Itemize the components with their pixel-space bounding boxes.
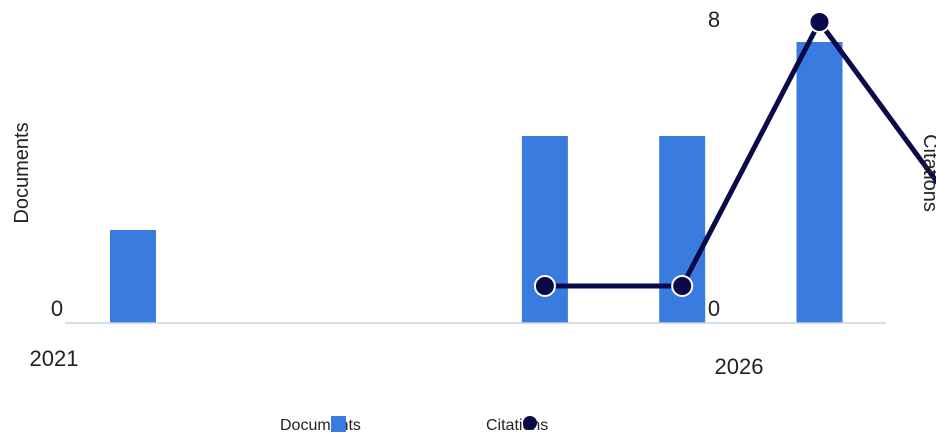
citations-dot-icon — [523, 416, 537, 430]
legend-label-citations: Citations — [486, 417, 549, 434]
documents-bar-2026 — [796, 42, 843, 323]
citations-point-2025 — [671, 275, 694, 297]
documents-bars — [110, 42, 843, 323]
x-axis-tick-2021: 2021 — [30, 346, 79, 371]
citations-line — [544, 19, 936, 289]
documents-bar-2021 — [110, 230, 156, 323]
citations-point-2026 — [808, 11, 831, 33]
left-axis-title: Documents — [11, 122, 33, 223]
documents-swatch-icon — [331, 416, 346, 432]
left-axis-tick-0: 0 — [51, 296, 63, 321]
legend-label-documents: Documents — [280, 417, 361, 434]
citations-line-layer — [533, 11, 936, 297]
right-axis-tick-8: 8 — [708, 7, 720, 32]
citations-point-2024 — [533, 275, 556, 297]
x-axis-tick-2026: 2026 — [715, 354, 764, 379]
legend: Documents Citations — [0, 414, 936, 438]
right-axis-title: Citations — [919, 134, 936, 212]
tick-labels: 0 0 8 2021 2026 — [30, 7, 764, 379]
right-axis-tick-0: 0 — [708, 296, 720, 321]
